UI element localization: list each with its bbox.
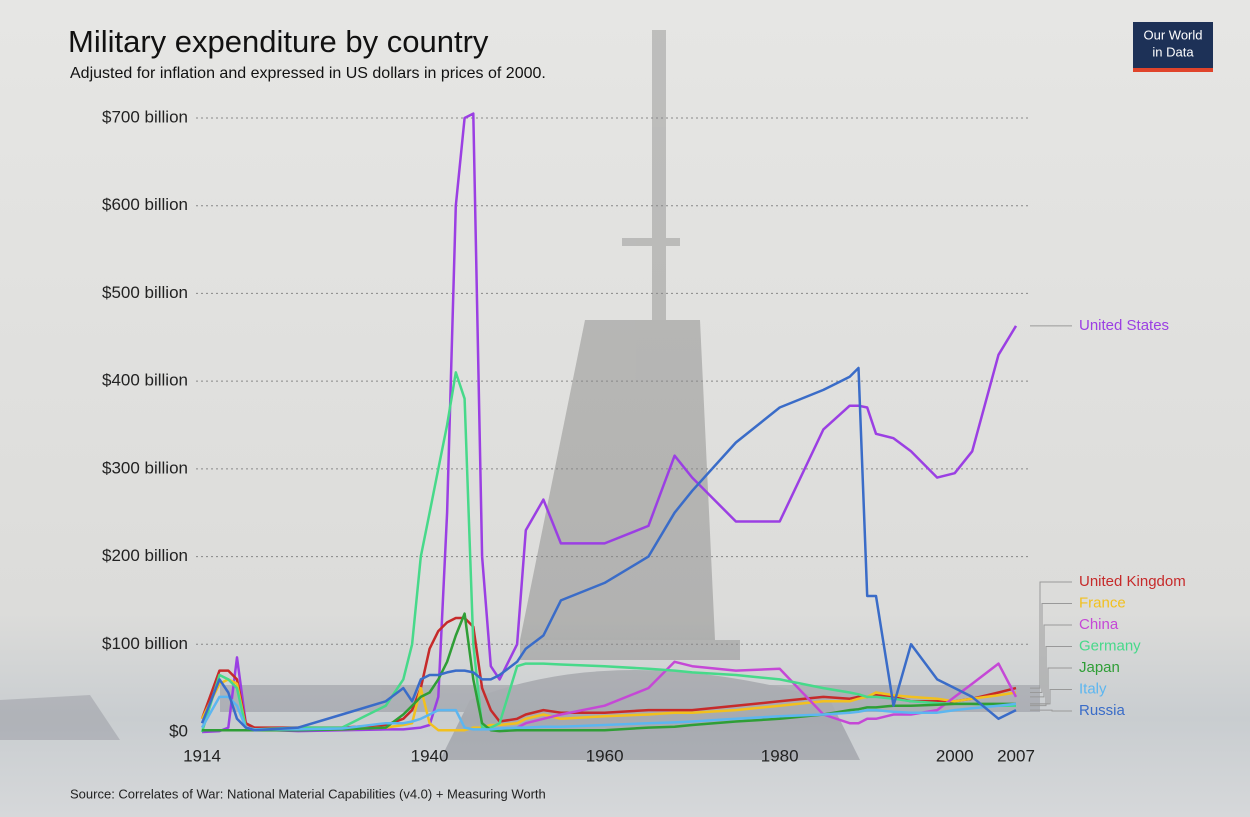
y-tick-label: $400 billion (102, 371, 188, 390)
legend-label: United Kingdom (1079, 573, 1186, 590)
logo-text: in Data (1152, 44, 1194, 59)
series-line (200, 366, 1017, 732)
y-tick-label: $700 billion (102, 107, 188, 126)
legend-leader (1030, 603, 1072, 694)
x-tick-label: 2000 (936, 746, 974, 765)
y-tick-label: $200 billion (102, 546, 188, 565)
x-tick-label: 1980 (761, 746, 799, 765)
x-tick-label: 1914 (183, 746, 221, 765)
series-line (200, 695, 1017, 731)
x-tick-label: 1940 (411, 746, 449, 765)
y-tick-label: $100 billion (102, 634, 188, 653)
legend-leader (1030, 624, 1072, 698)
y-tick-label: $0 (169, 721, 188, 740)
legend-leader (1030, 581, 1072, 689)
y-tick-label: $500 billion (102, 283, 188, 302)
legend-label: Russia (1079, 702, 1126, 719)
chart-subtitle: Adjusted for inflation and expressed in … (70, 65, 546, 82)
legend-leader (1030, 709, 1072, 712)
logo-text: Our World (1144, 27, 1203, 42)
x-tick-label: 2007 (997, 746, 1035, 765)
logo: Our World in Data (1133, 22, 1213, 72)
legend-label: Japan (1079, 659, 1120, 676)
legend-label: United States (1079, 317, 1169, 334)
y-tick-label: $600 billion (102, 195, 188, 214)
legend-label: Italy (1079, 680, 1107, 697)
legend-label: France (1079, 594, 1126, 611)
legend-label: China (1079, 616, 1119, 633)
x-tick-label: 1960 (586, 746, 624, 765)
legend-leader (1030, 646, 1072, 707)
logo-bar (1133, 68, 1213, 72)
chart-title: Military expenditure by country (68, 24, 489, 59)
legend-leader (1030, 689, 1072, 705)
logo-box (1133, 22, 1213, 72)
y-tick-label: $300 billion (102, 458, 188, 477)
legend-label: Germany (1079, 637, 1141, 654)
source-note: Source: Correlates of War: National Mate… (70, 786, 546, 801)
